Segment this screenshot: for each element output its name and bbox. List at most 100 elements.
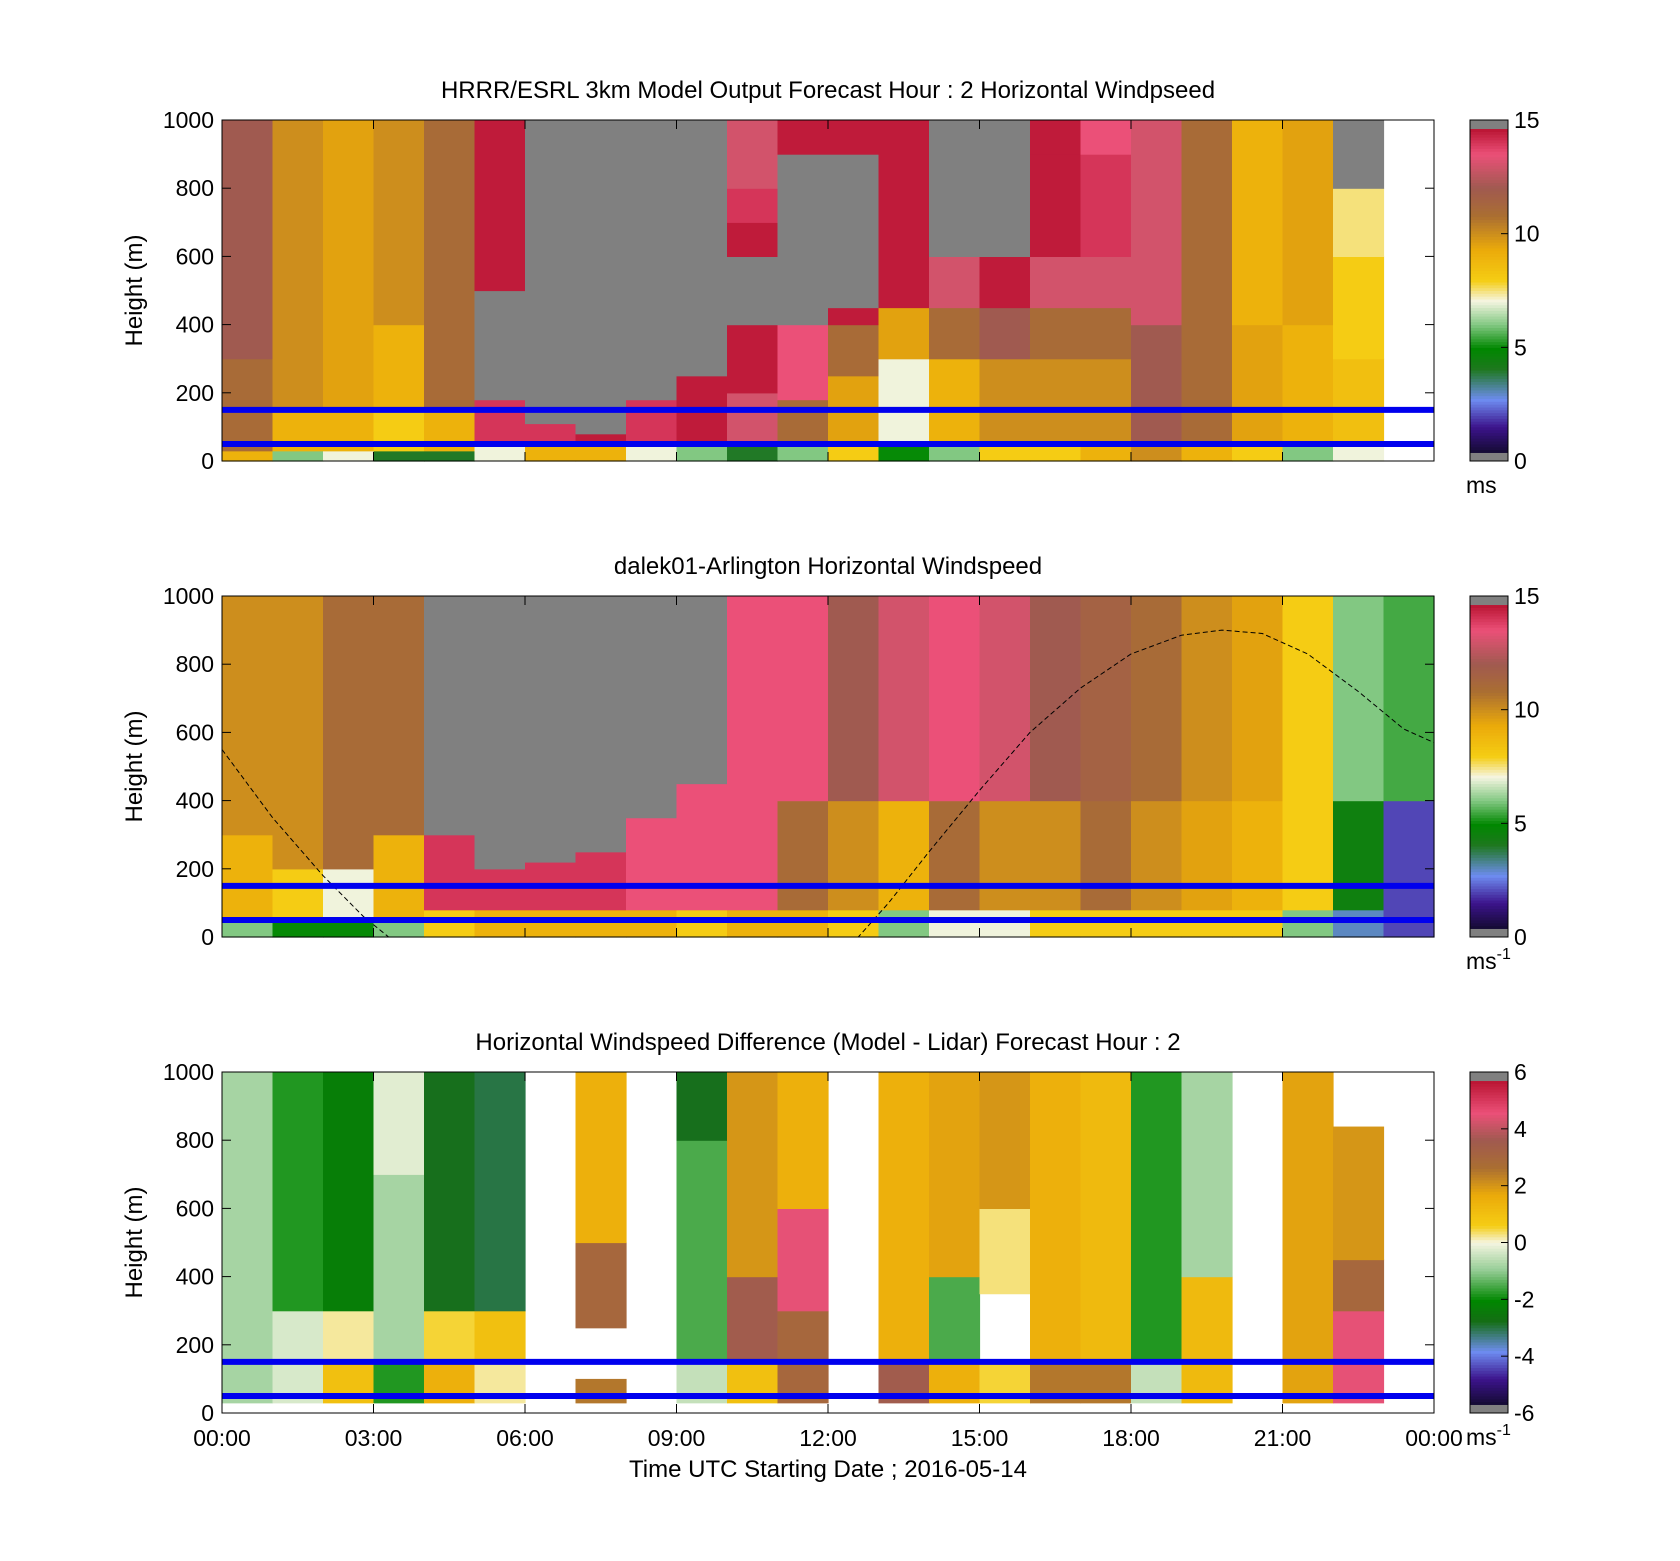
colorbar-segment: [1470, 1083, 1508, 1087]
colorbar-segment: [1470, 1151, 1508, 1155]
colorbar-tick-label: 0: [1514, 1230, 1527, 1256]
heatmap-cell: [272, 868, 324, 921]
colorbar-segment: [1470, 398, 1508, 402]
colorbar-segment: [1470, 267, 1508, 272]
heatmap-cell: [828, 443, 880, 462]
heatmap-cell: [323, 1310, 375, 1363]
colorbar-segment: [1470, 151, 1508, 155]
heatmap-cell: [1131, 909, 1183, 938]
heatmap-cell: [727, 188, 779, 223]
heatmap-cell: [777, 443, 829, 462]
colorbar-segment: [1470, 421, 1508, 425]
colorbar-segment: [1470, 718, 1508, 722]
heatmap-cell: [676, 1140, 728, 1363]
heatmap-cell: [929, 909, 981, 938]
x-tick-label: 06:00: [496, 1425, 554, 1451]
heatmap-cell: [1282, 324, 1334, 445]
heatmap-cell: [525, 443, 577, 462]
colorbar-segment: [1470, 1395, 1508, 1400]
colorbar-segment: [1470, 726, 1508, 731]
colorbar-segment: [1470, 264, 1508, 269]
colorbar-segment: [1470, 227, 1508, 232]
colorbar-segment: [1470, 1208, 1508, 1212]
colorbar-segment: [1470, 395, 1508, 399]
heatmap-cell: [373, 1072, 425, 1175]
colorbar-segment: [1470, 1285, 1508, 1289]
colorbar-segment: [1470, 797, 1508, 802]
colorbar-segment: [1470, 735, 1508, 739]
colorbar-segment: [1470, 176, 1508, 181]
heatmap-cell: [575, 596, 627, 853]
colorbar-segment: [1470, 783, 1508, 787]
colorbar-segment: [1470, 846, 1508, 850]
colorbar-segment: [1470, 630, 1508, 634]
colorbar-segment: [1470, 919, 1508, 924]
colorbar-segment: [1470, 290, 1508, 294]
y-tick-label: 400: [176, 312, 214, 338]
colorbar-segment: [1470, 193, 1508, 198]
colorbar-segment: [1470, 148, 1508, 152]
colorbar-segment: [1470, 1157, 1508, 1161]
colorbar-segment: [1470, 681, 1508, 685]
colorbar-segment: [1470, 253, 1508, 257]
heatmap-cell: [474, 596, 526, 870]
colorbar-segment: [1470, 644, 1508, 648]
colorbar-segment: [1470, 142, 1508, 147]
heatmap-cell: [323, 868, 375, 921]
heatmap-cell: [474, 1072, 526, 1312]
colorbar-segment: [1470, 1120, 1508, 1124]
heatmap-cell: [929, 1276, 981, 1363]
colorbar-segment: [1470, 743, 1508, 748]
heatmap-cell: [1232, 909, 1284, 938]
y-tick-label: 400: [176, 788, 214, 814]
heatmap-cell: [1080, 256, 1132, 309]
colorbar-segment: [1470, 738, 1508, 742]
heatmap-cell: [222, 450, 274, 462]
heatmap-cell: [828, 800, 880, 911]
colorbar-segment: [1470, 848, 1508, 853]
heatmap-cell: [1131, 800, 1183, 911]
colorbar-segment: [1470, 443, 1508, 448]
colorbar-segment: [1470, 1350, 1508, 1354]
heatmap-cell: [626, 909, 678, 938]
colorbar-segment: [1470, 364, 1508, 368]
colorbar-segment: [1470, 1296, 1508, 1300]
heatmap-cell: [373, 324, 425, 411]
colorbar-segment: [1470, 1168, 1508, 1172]
colorbar-segment: [1470, 327, 1508, 331]
heatmap-cell: [424, 834, 476, 911]
colorbar-segment: [1470, 854, 1508, 858]
heatmap-cell: [1080, 307, 1132, 360]
heatmap-cell: [424, 596, 476, 836]
colorbar-segment: [1470, 1344, 1508, 1349]
y-tick-label: 0: [201, 924, 214, 950]
colorbar-segment: [1470, 455, 1508, 459]
colorbar-segment: [1470, 1387, 1508, 1391]
colorbar-segment: [1470, 658, 1508, 662]
heatmap-cell: [1080, 800, 1132, 911]
colorbar-segment: [1470, 182, 1508, 186]
colorbar-segment: [1470, 245, 1508, 249]
x-tick-label: 09:00: [648, 1425, 706, 1451]
x-tick-label: 03:00: [345, 1425, 403, 1451]
colorbar-segment: [1470, 196, 1508, 201]
heatmap-cell: [626, 120, 678, 401]
colorbar-segment: [1470, 598, 1508, 603]
colorbar-segment: [1470, 826, 1508, 830]
heatmap-cell: [727, 596, 779, 911]
colorbar: 0 5 10 15 ms-1: [1466, 583, 1540, 974]
colorbar-segment: [1470, 811, 1508, 816]
heatmap-cell: [1030, 358, 1082, 445]
colorbar-segment: [1470, 208, 1508, 212]
heatmap-cell: [474, 120, 526, 292]
colorbar-segment: [1470, 931, 1508, 935]
colorbar-segment: [1470, 318, 1508, 323]
colorbar-segment: [1470, 216, 1508, 220]
colorbar-segment: [1470, 1148, 1508, 1153]
heatmap-cell: [222, 120, 274, 360]
colorbar-segment: [1470, 1302, 1508, 1306]
heatmap-cell: [727, 392, 779, 445]
colorbar-segment: [1470, 800, 1508, 804]
heatmap-cell: [1080, 358, 1132, 445]
colorbar-segment: [1470, 1131, 1508, 1136]
